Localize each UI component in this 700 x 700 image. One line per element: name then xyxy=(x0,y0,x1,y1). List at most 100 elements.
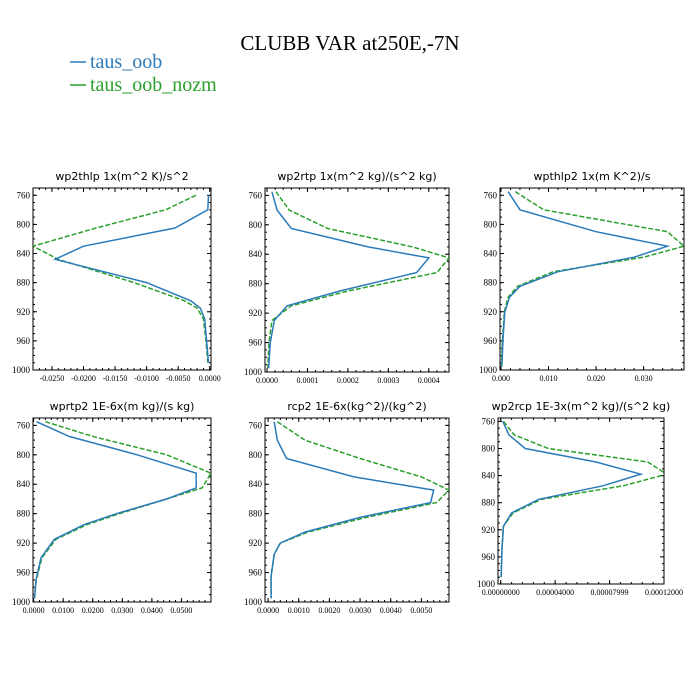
y-tick-label: 880 xyxy=(249,509,263,519)
y-tick-label: 840 xyxy=(17,479,31,489)
y-tick-label: 840 xyxy=(249,479,263,489)
legend-label-taus-oob-nozm: taus_oob_nozm xyxy=(90,74,217,96)
y-tick-label: 800 xyxy=(249,450,263,460)
x-tick-label: 0.0000 xyxy=(199,374,221,383)
y-tick-label: 800 xyxy=(482,443,496,453)
legend: taus_oob taus_oob_nozm xyxy=(70,51,217,96)
y-tick-label: 1000 xyxy=(12,365,31,375)
y-tick-label: 960 xyxy=(249,568,263,578)
series-line-taus-oob xyxy=(267,191,431,369)
panel-axes-frame xyxy=(264,417,450,603)
x-tick-label: 0.0004 xyxy=(418,376,440,385)
x-tick-label: -0.0050 xyxy=(166,374,191,383)
x-tick-label: 0.0003 xyxy=(377,376,399,385)
x-tick-label: -0.0100 xyxy=(134,374,159,383)
panel-6: wp2rcp 1E-3x(m^2 kg)/(s^2 kg) 760 800 840 88… xyxy=(477,400,683,597)
y-tick-label: 840 xyxy=(482,471,496,481)
x-tick-label: 0.0200 xyxy=(82,606,104,615)
y-tick-label: 1000 xyxy=(244,597,263,607)
x-tick-label: 0.0300 xyxy=(111,606,133,615)
panel-axes-frame xyxy=(497,417,665,585)
y-tick-label: 1000 xyxy=(244,367,263,377)
panel-4: wprtp2 1E-6x(m kg)/(s kg) 760 800 840 880 920… xyxy=(12,400,212,615)
y-tick-label: 800 xyxy=(17,219,31,229)
y-tick-label: 800 xyxy=(249,220,263,230)
x-tick-label: 0.0001 xyxy=(296,376,318,385)
panel-title: wprtp2 1E-6x(m kg)/(s kg) xyxy=(50,400,195,413)
y-tick-label: 960 xyxy=(484,336,498,346)
x-tick-label: 0.0002 xyxy=(337,376,359,385)
x-tick-label: 0.00000000 xyxy=(482,588,520,597)
x-tick-label: 0.030 xyxy=(635,374,653,383)
x-tick-label: -0.0150 xyxy=(103,374,128,383)
y-tick-label: 840 xyxy=(17,249,31,259)
panel-axes-frame xyxy=(499,187,685,371)
y-tick-label: 760 xyxy=(482,416,496,426)
x-tick-label: 0.0000 xyxy=(256,376,278,385)
y-tick-label: 880 xyxy=(482,498,496,508)
x-tick-label: 0.010 xyxy=(539,374,557,383)
panel-5: rcp2 1E-6x(kg^2)/(kg^2) 760 800 840 880 920 96… xyxy=(244,400,450,615)
panel-3: wpthlp2 1x(m K^2)/s 760 800 840 880 920 960 100… xyxy=(479,170,685,383)
x-tick-label: 0.00004000 xyxy=(536,588,574,597)
series-line-taus-oob-nozm xyxy=(267,191,449,369)
x-tick-label: 0.0000 xyxy=(257,606,279,615)
panel-title: wp2rcp 1E-3x(m^2 kg)/(s^2 kg) xyxy=(492,400,671,413)
y-tick-label: 880 xyxy=(484,278,498,288)
panel-2: wp2rtp 1x(m^2 kg)/(s^2 kg) 760 800 840 880 92… xyxy=(244,170,450,385)
x-tick-label: 0.00007999 xyxy=(591,588,629,597)
x-tick-label: 0.0500 xyxy=(170,606,192,615)
y-tick-label: 960 xyxy=(249,338,263,348)
y-tick-label: 920 xyxy=(249,308,263,318)
y-tick-label: 1000 xyxy=(477,579,496,589)
panel-title: rcp2 1E-6x(kg^2)/(kg^2) xyxy=(287,400,426,413)
panel-title: wp2thlp 1x(m^2 K)/s^2 xyxy=(55,170,188,183)
y-tick-label: 800 xyxy=(17,450,31,460)
x-tick-label: 0.0030 xyxy=(349,606,371,615)
series-line-taus-oob xyxy=(52,195,210,363)
y-tick-label: 920 xyxy=(249,538,263,548)
y-tick-label: 880 xyxy=(249,279,263,289)
panel-axes-frame xyxy=(264,187,450,373)
legend-label-taus-oob: taus_oob xyxy=(90,51,162,73)
x-tick-label: -0.0200 xyxy=(71,374,96,383)
series-line-taus-oob xyxy=(500,421,644,578)
y-tick-label: 920 xyxy=(17,307,31,317)
x-tick-label: -0.0250 xyxy=(40,374,65,383)
y-tick-label: 880 xyxy=(17,278,31,288)
x-tick-label: 0.0100 xyxy=(52,606,74,615)
x-tick-label: 0.0400 xyxy=(141,606,163,615)
x-tick-label: 0.0050 xyxy=(410,606,432,615)
y-tick-label: 960 xyxy=(17,568,31,578)
y-tick-label: 760 xyxy=(17,190,31,200)
series-line-taus-oob xyxy=(270,421,435,599)
y-tick-label: 1000 xyxy=(479,365,498,375)
y-tick-label: 800 xyxy=(484,219,498,229)
y-tick-label: 760 xyxy=(249,190,263,200)
x-tick-label: 0.020 xyxy=(587,374,605,383)
series-line-taus-oob xyxy=(33,421,197,599)
x-tick-label: 0.00012000 xyxy=(645,588,683,597)
y-tick-label: 880 xyxy=(17,509,31,519)
figure-title: CLUBB VAR at250E,-7N xyxy=(240,31,459,55)
x-tick-label: 0.0000 xyxy=(23,606,45,615)
panel-axes-frame xyxy=(32,417,212,603)
x-tick-label: 0.0020 xyxy=(318,606,340,615)
y-tick-label: 760 xyxy=(249,420,263,430)
panel-title: wpthlp2 1x(m K^2)/s xyxy=(534,170,651,183)
y-tick-label: 760 xyxy=(17,420,31,430)
panels: wp2thlp 1x(m^2 K)/s^2 760 800 840 880 920 960 1… xyxy=(12,170,685,615)
y-tick-label: 920 xyxy=(17,538,31,548)
series-line-taus-oob xyxy=(501,191,671,367)
y-tick-label: 1000 xyxy=(12,597,31,607)
y-tick-label: 840 xyxy=(484,249,498,259)
panel-1: wp2thlp 1x(m^2 K)/s^2 760 800 840 880 920 960 1… xyxy=(12,170,221,383)
y-tick-label: 920 xyxy=(484,307,498,317)
x-tick-label: 0.000 xyxy=(492,374,510,383)
panel-title: wp2rtp 1x(m^2 kg)/(s^2 kg) xyxy=(277,170,436,183)
y-tick-label: 920 xyxy=(482,525,496,535)
x-tick-label: 0.0010 xyxy=(288,606,310,615)
series-line-taus-oob-nozm xyxy=(33,194,209,363)
y-tick-label: 960 xyxy=(17,336,31,346)
